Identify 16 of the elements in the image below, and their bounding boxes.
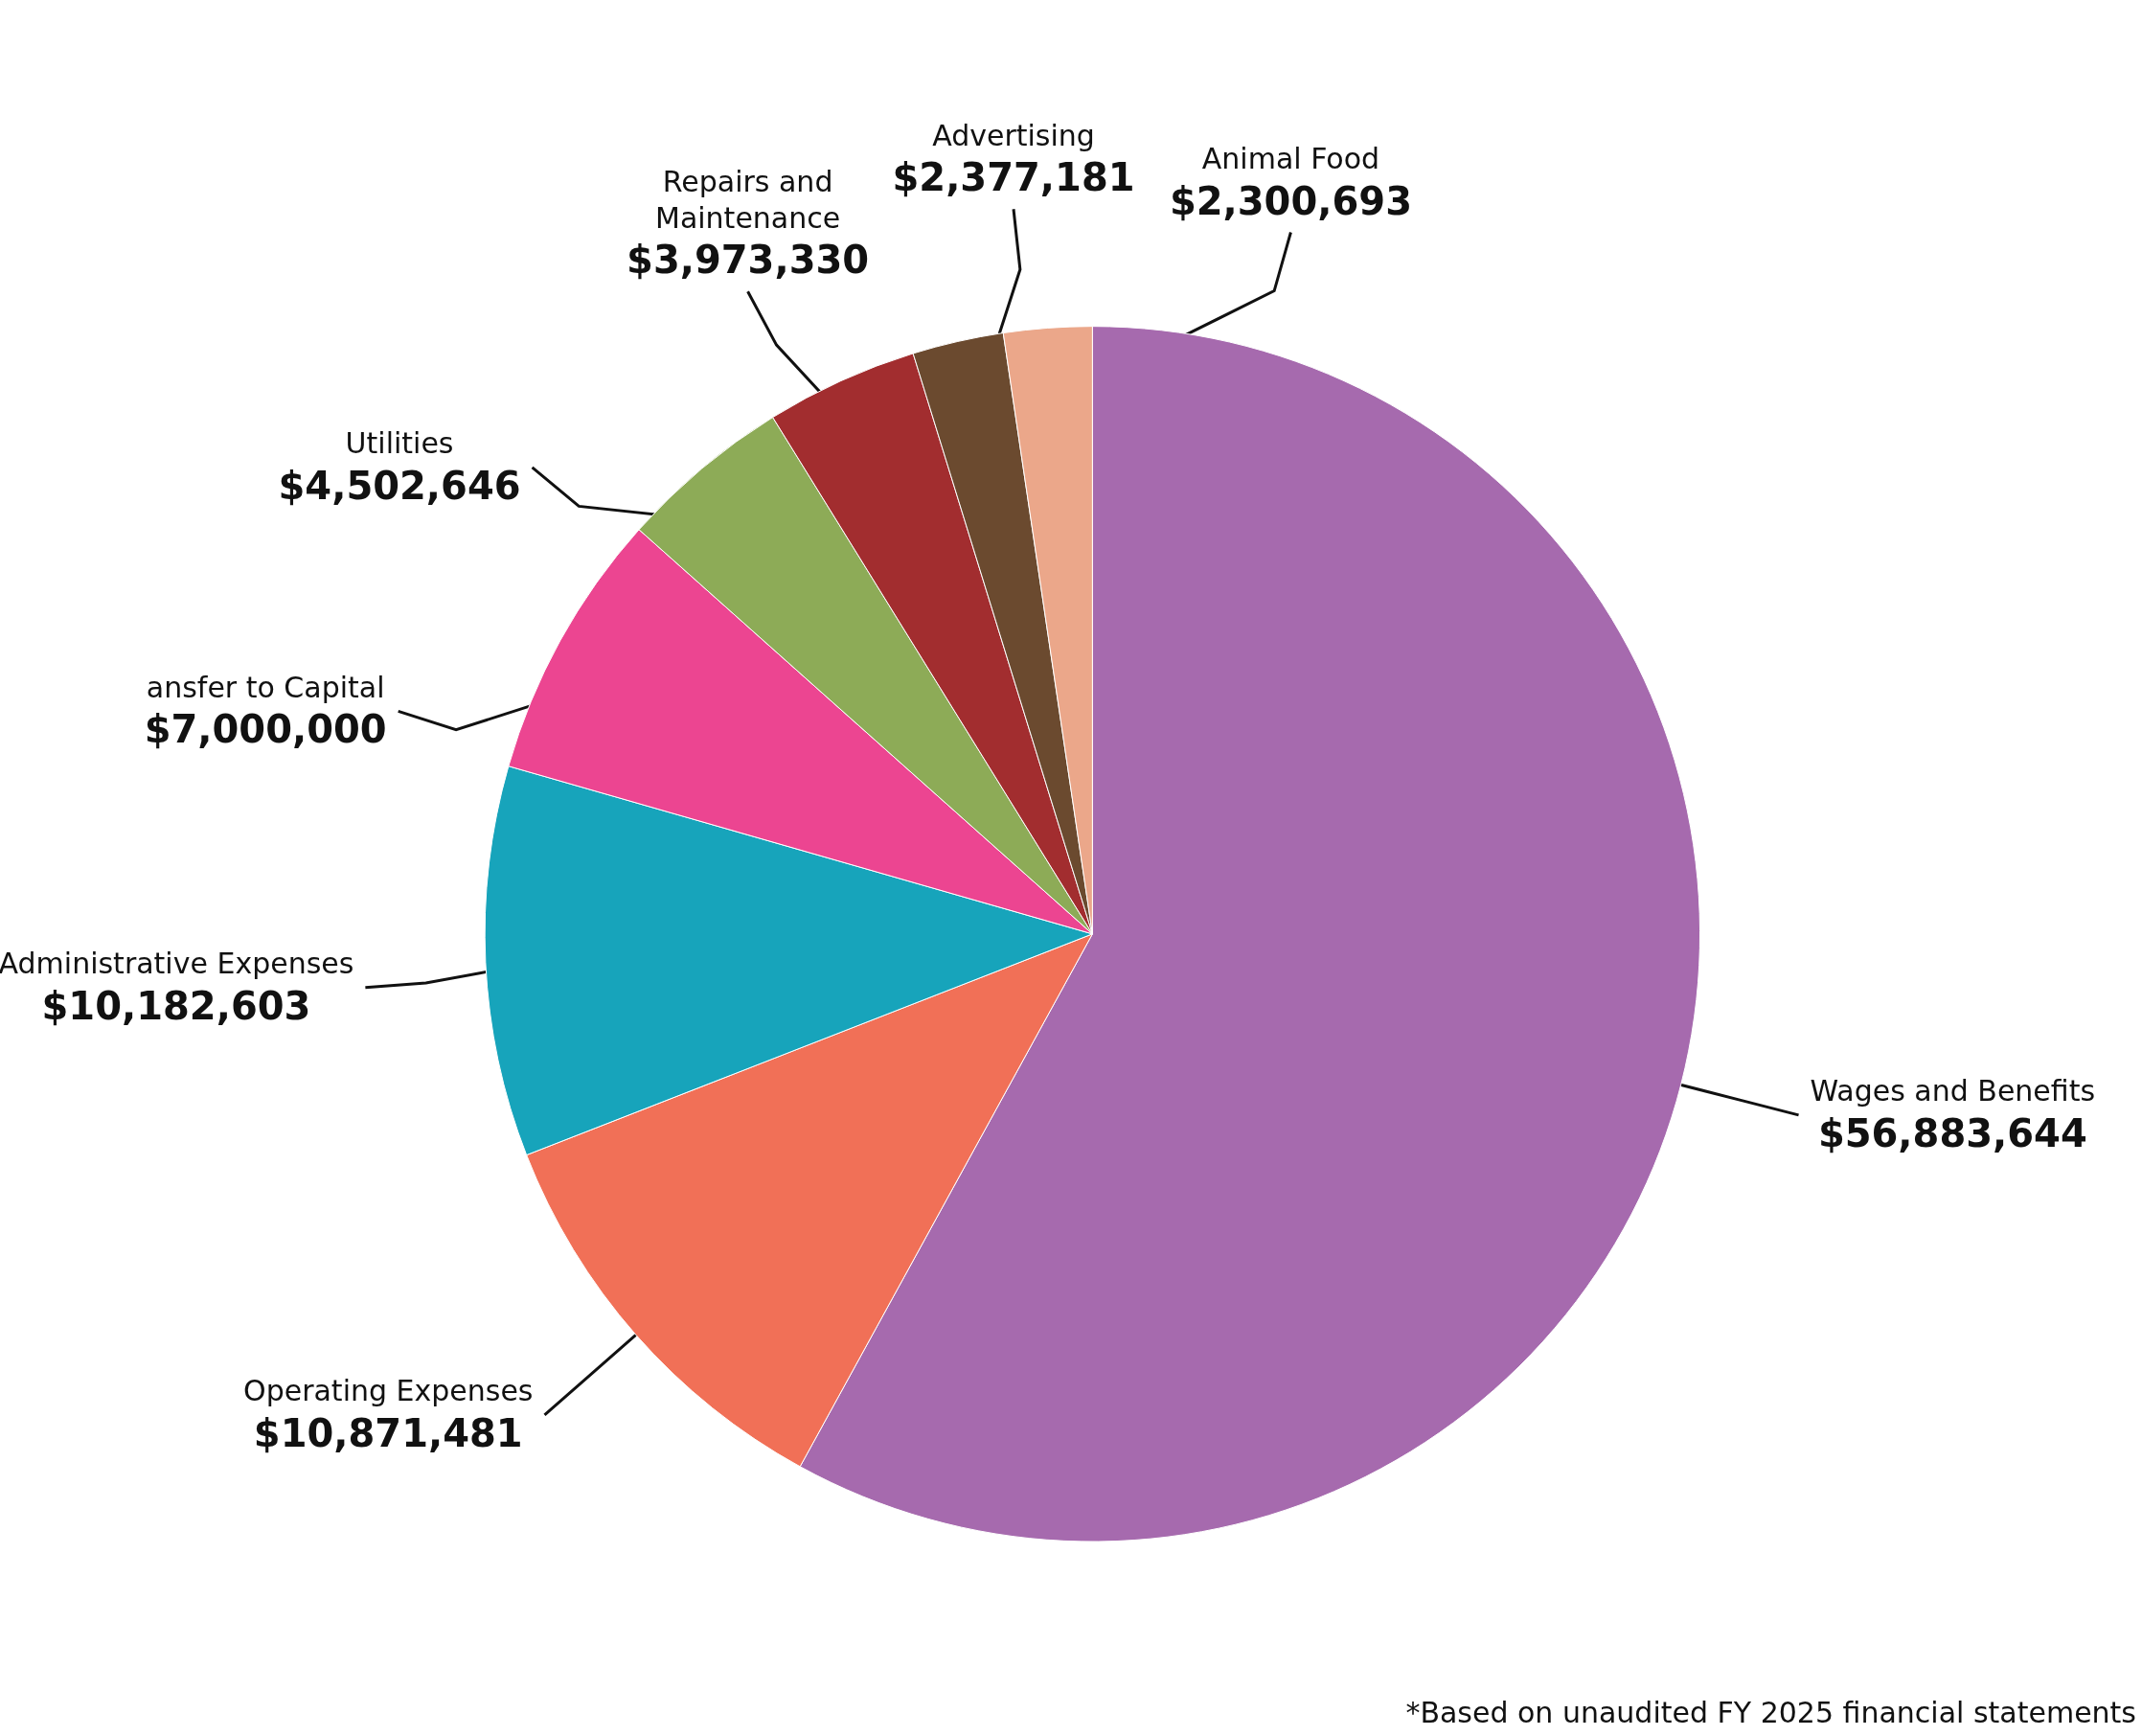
text: *Based on unaudited FY 2025 financial statements	[1405, 1695, 2137, 1729]
slice-label: Operating Expenses	[243, 1374, 534, 1408]
slice-label: Animal Food	[1201, 142, 1380, 176]
data-label: $3,973,330	[627, 238, 870, 283]
slice-label: Repairs and Maintenance	[654, 164, 841, 235]
data-label: $10,182,603	[41, 983, 311, 1028]
data-label: $2,300,693	[1169, 178, 1412, 223]
slice-label: Advertising	[932, 118, 1095, 152]
data-label: $56,883,644	[1817, 1110, 2087, 1155]
data-label: $2,377,181	[892, 155, 1135, 200]
data-label: $10,871,481	[253, 1411, 523, 1455]
slice-label: Utilities	[345, 426, 454, 461]
data-label: $7,000,000	[144, 707, 387, 752]
data-label: $4,502,646	[278, 463, 521, 508]
slice-label: ansfer to Capital	[146, 670, 385, 704]
slice-label: Wages and Benefits	[1810, 1074, 2096, 1108]
